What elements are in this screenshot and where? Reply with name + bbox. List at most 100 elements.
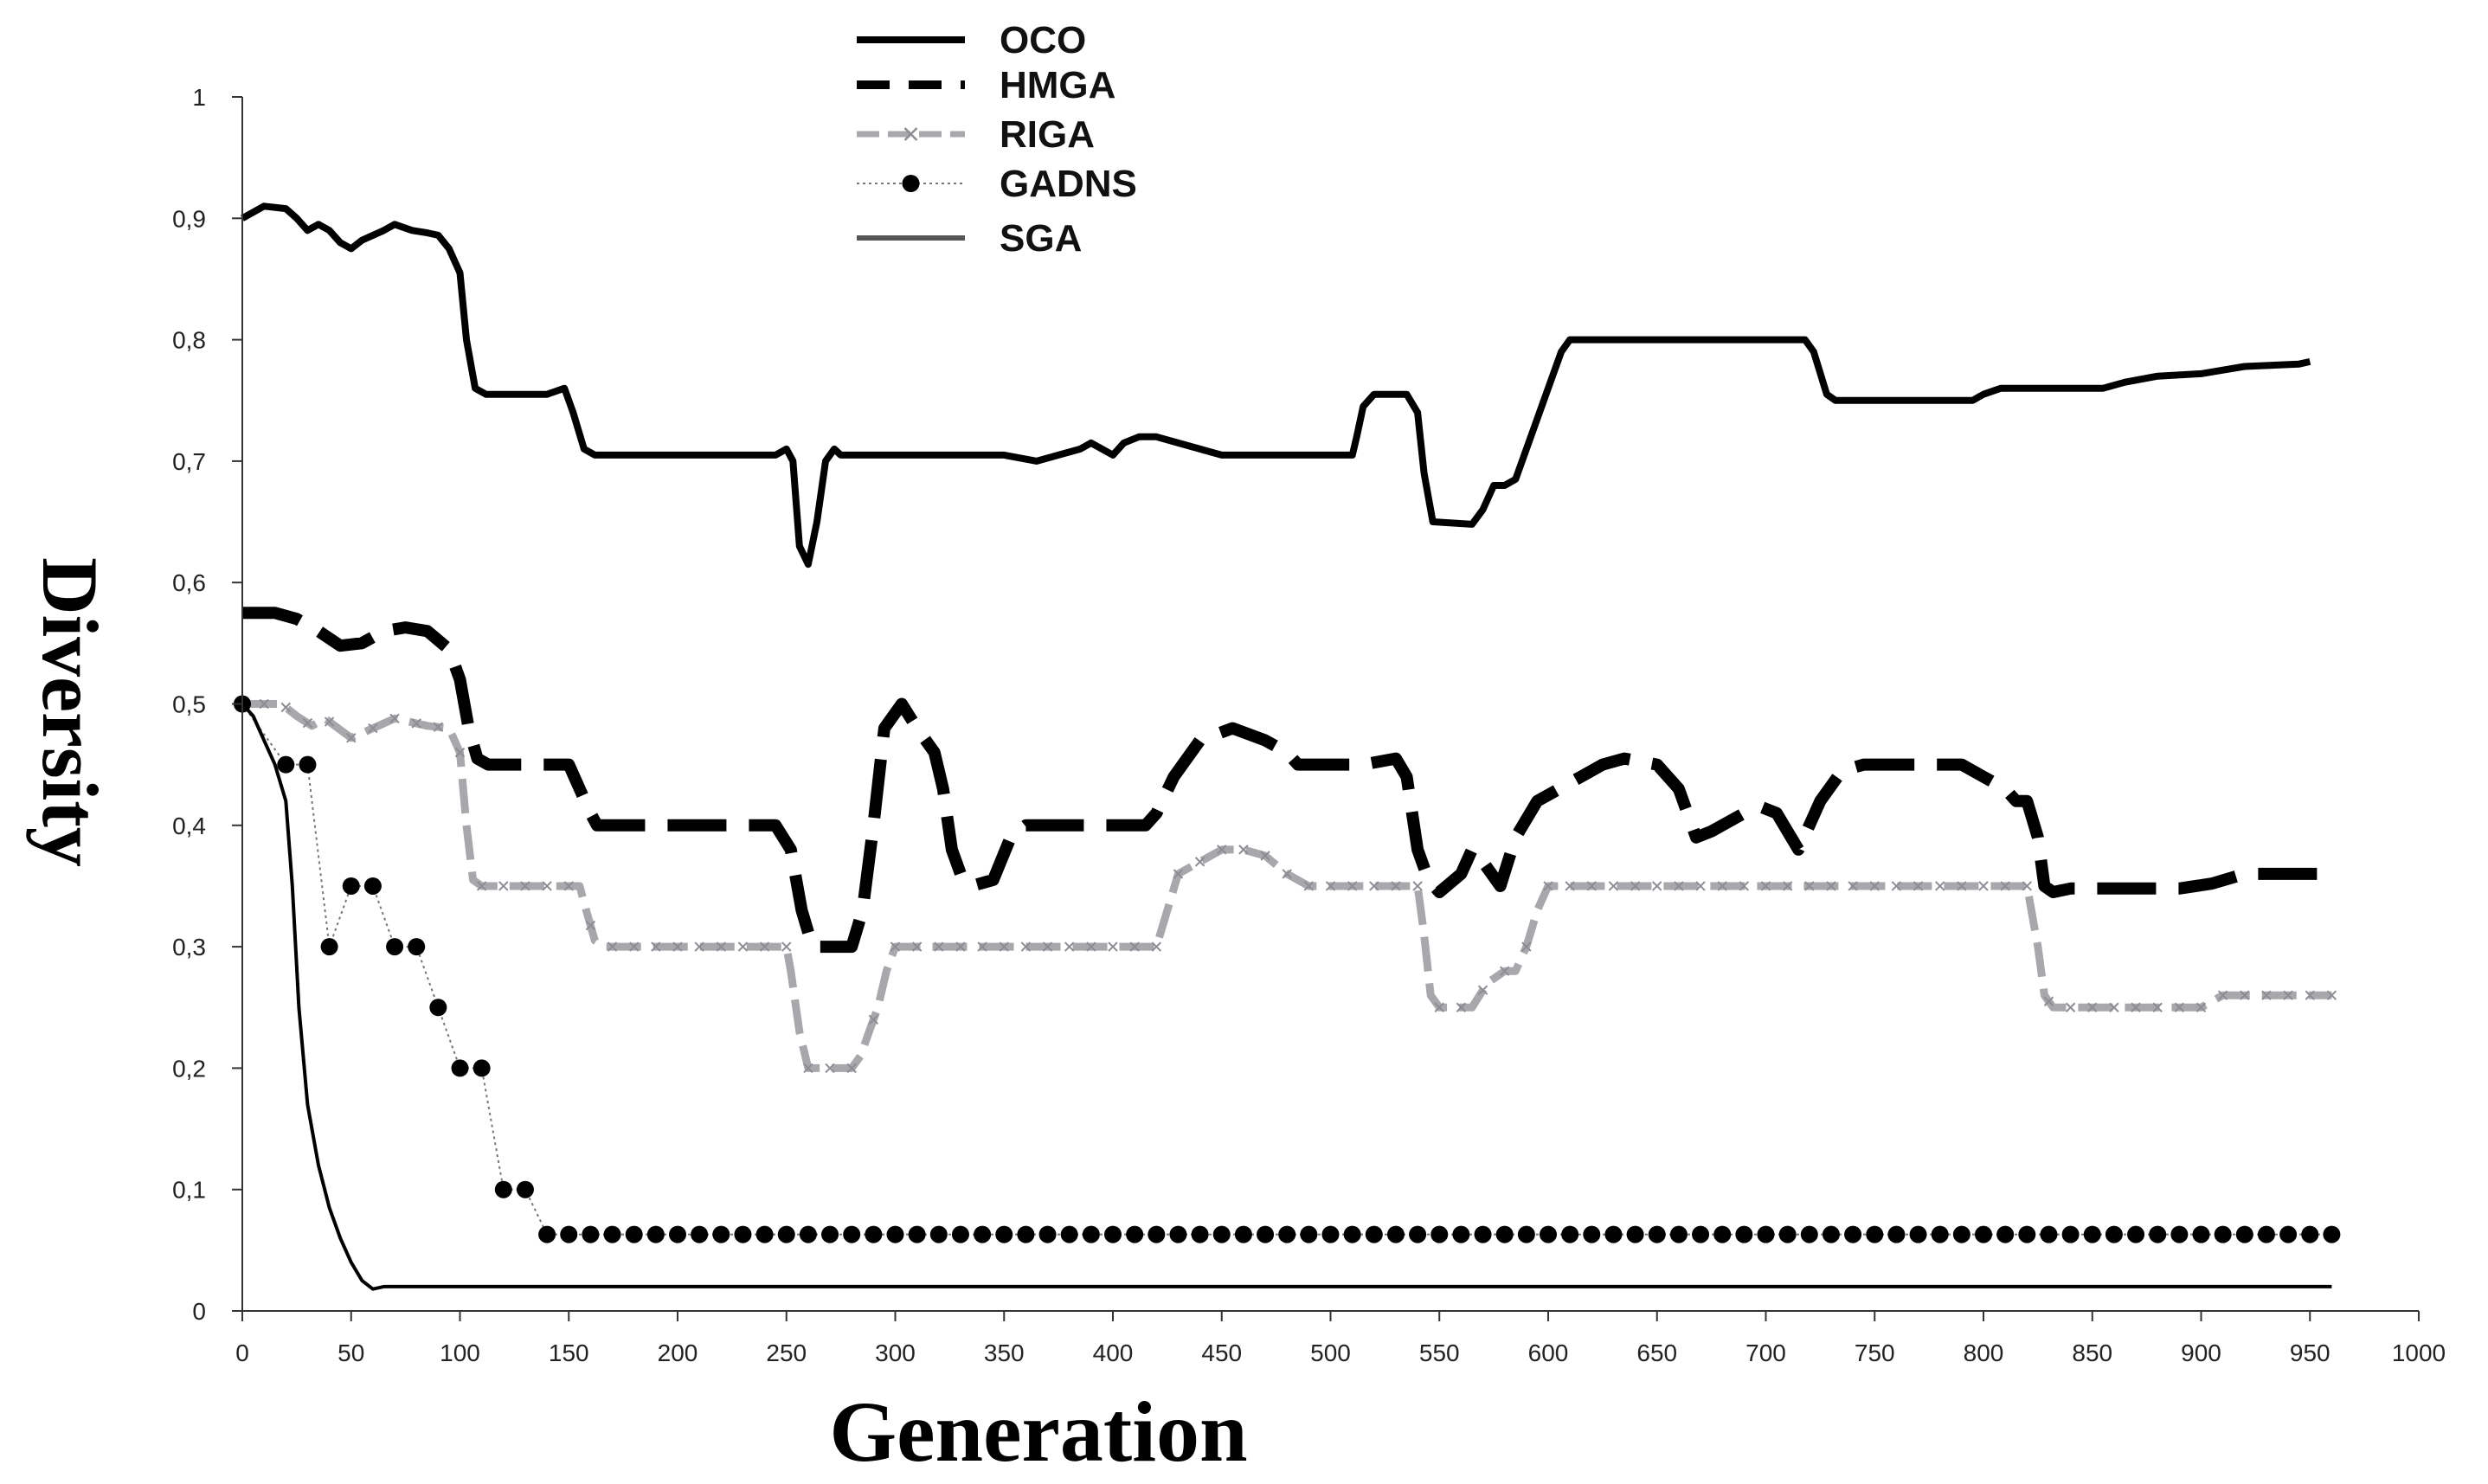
data-point-riga (1282, 869, 1292, 879)
data-point-riga (1608, 881, 1619, 891)
data-point-gadns (1257, 1225, 1275, 1243)
y-tick-label: 0,3 (172, 934, 206, 960)
data-point-riga (1477, 985, 1488, 995)
legend-item-sga: SGA (857, 217, 1082, 260)
data-point-gadns (1234, 1225, 1252, 1243)
data-point-riga (2326, 990, 2337, 1000)
data-point-riga (1891, 881, 1902, 891)
data-point-riga (389, 713, 400, 724)
x-tick-label: 650 (1636, 1339, 1677, 1366)
data-point-riga (1913, 881, 1924, 891)
data-point-riga (1543, 881, 1553, 891)
data-point-riga (911, 941, 923, 952)
y-tick-label: 0,8 (172, 327, 206, 354)
x-tick-label: 100 (440, 1339, 480, 1366)
legend-item-gadns: GADNS (857, 163, 1137, 205)
data-point-gadns (2235, 1225, 2253, 1243)
data-point-riga (2022, 881, 2033, 891)
data-point-gadns (1800, 1225, 1818, 1243)
data-point-gadns (1692, 1225, 1710, 1243)
x-tick-label: 600 (1528, 1339, 1569, 1366)
data-point-gadns (1148, 1225, 1166, 1243)
series-line-oco (241, 202, 2311, 569)
data-point-riga (2152, 1002, 2163, 1012)
data-point-gadns (1604, 1225, 1623, 1243)
data-point-gadns (821, 1225, 839, 1243)
data-point-riga (1086, 941, 1096, 952)
x-tick-label: 700 (1745, 1339, 1786, 1366)
data-point-gadns (843, 1225, 861, 1243)
data-point-riga (781, 941, 792, 952)
data-point-riga (1630, 881, 1641, 891)
data-point-gadns (1713, 1225, 1732, 1243)
data-point-gadns (865, 1225, 883, 1243)
data-point-gadns (2192, 1225, 2210, 1243)
x-tick-label: 800 (1964, 1339, 2004, 1366)
data-point-gadns (582, 1225, 600, 1243)
series-oco (241, 202, 2311, 569)
data-point-gadns (2279, 1225, 2298, 1243)
y-tick-label: 1 (192, 84, 206, 111)
data-point-gadns (320, 938, 338, 956)
data-point-riga (1499, 966, 1510, 976)
data-point-gadns (299, 755, 317, 774)
legend-label: GADNS (1000, 163, 1137, 205)
data-point-riga (2174, 1002, 2185, 1012)
data-point-riga (542, 881, 552, 891)
data-point-gadns (755, 1225, 774, 1243)
axes: 0 50 100 150 200 250 300 350 400 450 500 550 600 650 7… (172, 84, 2446, 1366)
data-point-gadns (691, 1225, 709, 1243)
data-point-gadns (646, 1225, 665, 1243)
data-point-gadns (2105, 1225, 2123, 1243)
data-point-riga (259, 698, 269, 710)
series-hmga (242, 607, 2332, 954)
data-point-gadns (2018, 1225, 2036, 1243)
y-tick-label: 0,6 (172, 569, 206, 596)
y-tick-label: 0,2 (172, 1055, 206, 1082)
data-point-riga (999, 941, 1009, 952)
data-point-gadns (1540, 1225, 1557, 1243)
data-point-riga (520, 881, 530, 891)
x-tick-label: 1000 (2392, 1339, 2446, 1366)
data-point-riga (2217, 990, 2228, 1000)
legend-label: SGA (1000, 217, 1082, 260)
x-tick-label: 900 (2181, 1339, 2221, 1366)
series-line-riga (242, 700, 2332, 1072)
data-point-gadns (908, 1225, 926, 1243)
data-point-gadns (1561, 1225, 1579, 1243)
data-point-gadns (473, 1059, 491, 1077)
data-point-riga (1957, 881, 1967, 891)
series-sga (241, 703, 2332, 1291)
data-point-riga (346, 733, 357, 743)
data-point-riga (2261, 990, 2272, 1000)
data-point-riga (890, 941, 901, 952)
data-point-riga (2283, 990, 2293, 1000)
series-line-hmga (242, 607, 2332, 954)
legend-label: HMGA (1000, 64, 1115, 106)
data-point-riga (1565, 881, 1575, 891)
data-point-riga (1869, 881, 1880, 891)
data-point-gadns (1495, 1225, 1514, 1243)
data-point-gadns (451, 1059, 469, 1077)
data-point-riga (1303, 881, 1315, 891)
x-tick-label: 300 (875, 1339, 916, 1366)
data-point-gadns (560, 1225, 578, 1243)
data-point-riga (585, 920, 596, 931)
data-point-riga (2195, 1002, 2207, 1012)
x-tick-label: 50 (338, 1339, 364, 1366)
x-tick-label: 850 (2072, 1339, 2112, 1366)
data-point-riga (1586, 881, 1598, 891)
data-point-riga (1347, 881, 1358, 891)
data-point-gadns (1104, 1225, 1122, 1243)
data-point-riga (1151, 941, 1162, 952)
data-point-gadns (1866, 1225, 1884, 1243)
data-point-gadns (1822, 1225, 1840, 1243)
data-point-gadns (516, 1180, 534, 1198)
data-point-gadns (1017, 1225, 1035, 1243)
data-point-riga (476, 881, 487, 891)
data-point-gadns (2323, 1225, 2341, 1243)
y-tick-label: 0,7 (172, 448, 206, 475)
data-point-gadns (974, 1225, 992, 1243)
